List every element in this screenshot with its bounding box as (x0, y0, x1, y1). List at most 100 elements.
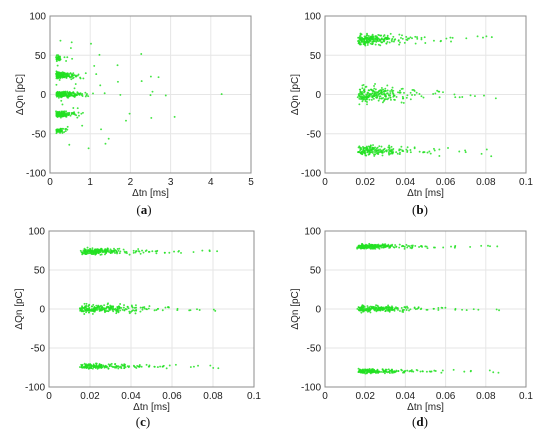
data-point (159, 365, 162, 368)
data-point (465, 309, 468, 312)
data-point (69, 114, 72, 117)
data-point (373, 95, 376, 98)
data-point (358, 151, 361, 154)
data-point (361, 100, 364, 103)
data-point (380, 145, 383, 148)
data-point (140, 365, 143, 368)
data-point (374, 151, 376, 154)
data-point (365, 34, 368, 37)
data-point (90, 365, 93, 368)
data-point (55, 54, 58, 57)
data-point (58, 79, 61, 81)
data-point (380, 246, 383, 249)
data-point (56, 75, 59, 78)
data-point (116, 64, 119, 67)
data-point (111, 366, 114, 368)
data-point (385, 98, 388, 101)
data-point (365, 93, 368, 96)
data-point (369, 311, 372, 314)
data-point (366, 32, 368, 35)
data-point (87, 305, 90, 308)
data-point (376, 146, 379, 149)
data-point (56, 64, 59, 67)
data-point (451, 36, 454, 39)
data-point (366, 310, 369, 313)
data-point (65, 75, 68, 78)
data-point (94, 362, 97, 365)
data-point (370, 35, 373, 38)
data-point (387, 151, 390, 153)
data-point (413, 90, 416, 92)
data-point (364, 44, 367, 47)
data-point (489, 245, 491, 248)
data-point (371, 369, 374, 372)
data-point (363, 146, 366, 149)
data-point (92, 303, 95, 306)
data-point (367, 145, 370, 148)
data-point (393, 94, 396, 97)
data-point (490, 36, 493, 39)
data-point (356, 307, 359, 310)
data-point (413, 147, 416, 150)
data-point (125, 308, 128, 311)
data-point (135, 309, 138, 311)
data-point (55, 132, 58, 135)
plot-frame (48, 230, 255, 388)
data-point (134, 250, 137, 253)
data-point (120, 367, 123, 370)
data-point (432, 307, 435, 310)
data-point (357, 367, 360, 370)
data-point (406, 246, 409, 249)
data-point (469, 370, 472, 373)
data-point (180, 251, 182, 254)
data-points (356, 242, 501, 375)
data-point (390, 40, 393, 43)
data-point (388, 309, 391, 312)
y-tick-label: 50 (34, 266, 46, 277)
data-point (441, 369, 444, 372)
data-point (403, 306, 406, 309)
data-point (108, 308, 111, 311)
data-point (81, 124, 84, 127)
data-point (55, 110, 57, 113)
data-point (137, 248, 140, 250)
data-point (58, 128, 61, 131)
data-point (77, 111, 80, 114)
data-point (85, 94, 88, 97)
y-tick-label: 100 (28, 227, 45, 238)
data-point (366, 305, 369, 307)
data-point (374, 153, 377, 156)
data-point (401, 34, 403, 37)
data-point (400, 36, 402, 39)
data-point (463, 370, 466, 373)
data-point (153, 309, 156, 312)
data-point (405, 38, 408, 41)
data-point (198, 309, 201, 311)
data-point (144, 250, 147, 252)
data-point (93, 305, 96, 308)
data-point (145, 363, 148, 366)
data-point (386, 40, 389, 43)
data-point (428, 150, 431, 153)
data-point (376, 39, 379, 42)
data-point (408, 309, 410, 312)
data-point (401, 87, 404, 90)
x-tick-label: 0.04 (396, 391, 416, 402)
data-point (380, 34, 383, 37)
data-point (363, 245, 366, 248)
data-point (94, 253, 97, 256)
data-point (385, 308, 388, 311)
data-point (391, 37, 394, 40)
data-point (367, 92, 370, 94)
data-point (393, 307, 396, 310)
data-point (82, 77, 85, 80)
data-point (432, 93, 435, 95)
data-point (173, 250, 175, 253)
y-tick-label: -100 (25, 383, 45, 394)
data-point (390, 88, 393, 91)
data-point (378, 38, 381, 41)
data-point (99, 253, 102, 256)
data-point (108, 364, 111, 367)
data-point (449, 36, 452, 39)
data-point (370, 98, 373, 101)
